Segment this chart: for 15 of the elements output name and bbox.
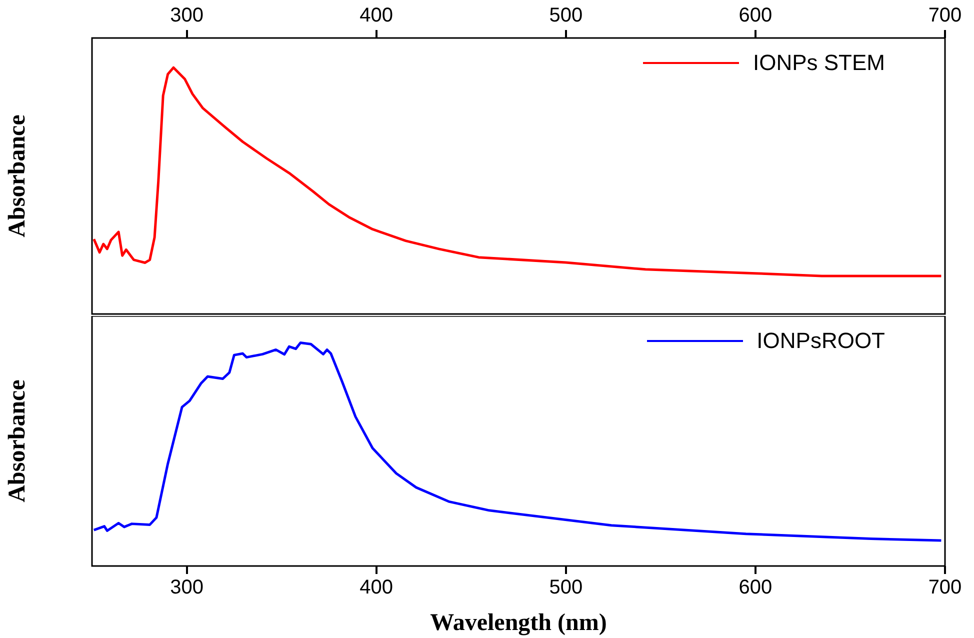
x-tick-label: 500: [549, 4, 583, 27]
x-tick-label: 500: [549, 576, 583, 599]
legend-label: IONPsROOT: [756, 328, 885, 354]
y-axis-title: Absorbance: [4, 379, 31, 502]
x-tick-label: 400: [360, 4, 394, 27]
x-tick-label: 700: [928, 576, 962, 599]
x-tick-label: 700: [928, 4, 962, 27]
x-tick-label: 300: [170, 4, 204, 27]
legend-label: IONPs STEM: [752, 50, 885, 76]
x-axis-title: Wavelength (nm): [430, 610, 607, 636]
x-tick-label: 600: [738, 576, 772, 599]
x-tick-label: 400: [360, 576, 394, 599]
x-tick-label: 300: [170, 576, 204, 599]
x-tick-label: 600: [738, 4, 772, 27]
y-axis-title: Absorbance: [4, 114, 31, 238]
